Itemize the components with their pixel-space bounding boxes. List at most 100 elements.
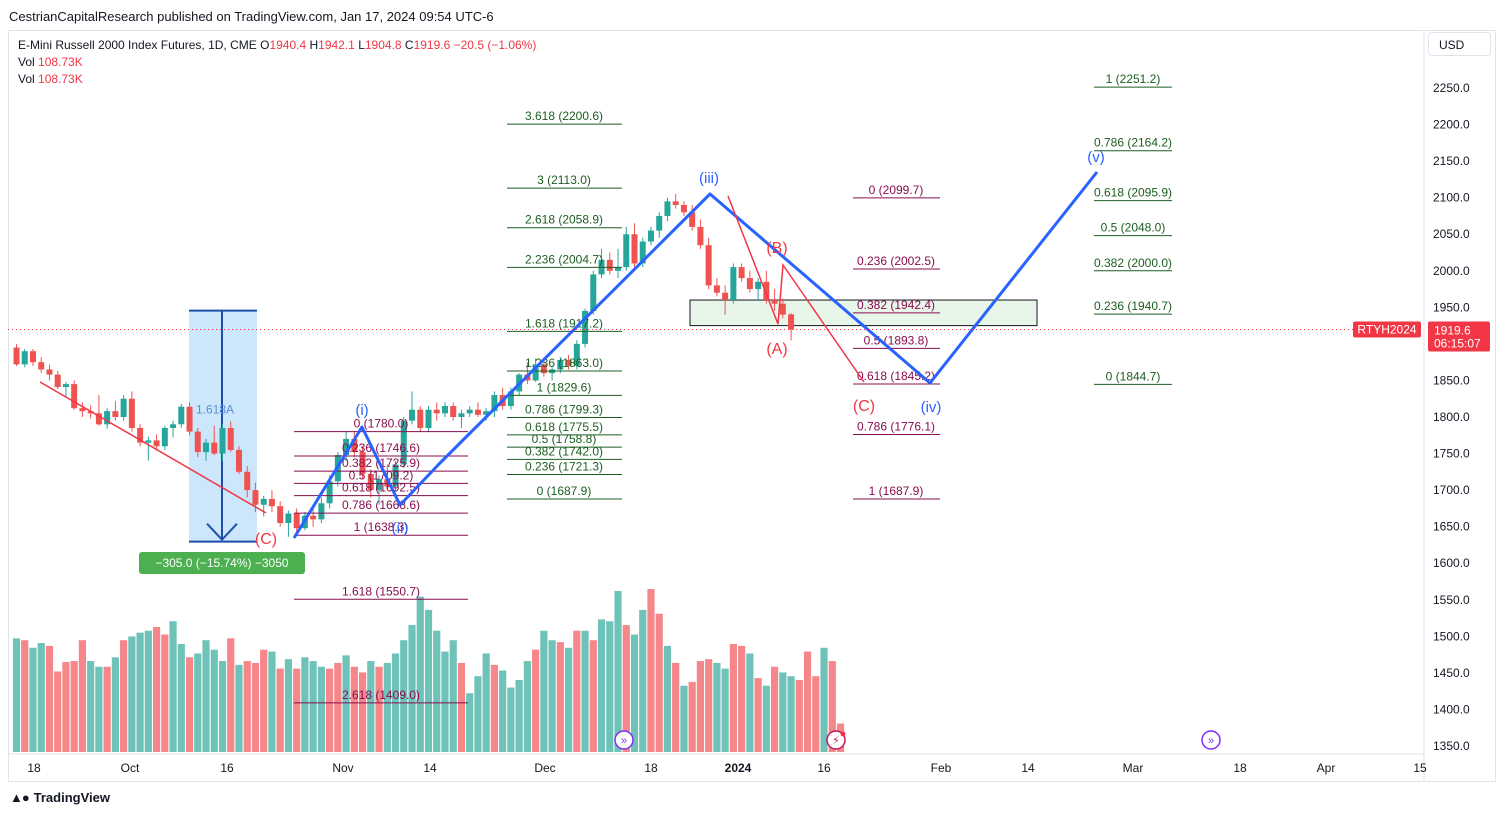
- candle-body: [87, 411, 94, 414]
- candle-body: [178, 406, 185, 425]
- fib-level-label: 1 (1687.9): [869, 484, 924, 498]
- fib-level-label: 0.618 (2095.9): [1094, 186, 1172, 200]
- fib-level-label: 1 (2251.2): [1106, 72, 1161, 86]
- fib-level-label: 0 (1780.0): [354, 417, 409, 431]
- candle-body: [425, 409, 432, 428]
- volume-bar: [532, 649, 540, 752]
- volume-bar: [309, 661, 317, 752]
- volume-label: Vol: [18, 55, 35, 69]
- candle-body: [211, 442, 218, 454]
- candle-body: [71, 384, 78, 409]
- volume-legend-2[interactable]: Vol 108.73K: [18, 71, 536, 88]
- tradingview-logo[interactable]: ▲● TradingView: [10, 790, 110, 805]
- volume-legend-1[interactable]: Vol 108.73K: [18, 54, 536, 71]
- candle-body: [293, 513, 300, 529]
- ohlc-c: C1919.6: [401, 38, 451, 52]
- candle-body: [62, 384, 69, 388]
- candle-body: [227, 427, 234, 450]
- fib-level-label: 0.5 (1758.8): [532, 432, 597, 446]
- ohlc-h: H1942.1: [306, 38, 355, 52]
- volume-bar: [787, 676, 795, 752]
- volume-bar: [581, 630, 589, 752]
- candle-body: [153, 440, 160, 447]
- volume-bar: [556, 642, 564, 752]
- price-tick-label: 2200.0: [1433, 118, 1470, 132]
- candle-body: [631, 234, 638, 264]
- candle-body: [235, 449, 242, 472]
- volume-bar: [812, 676, 820, 752]
- candle-body: [689, 212, 696, 227]
- volume-bar: [803, 651, 812, 752]
- volume-bar: [548, 640, 556, 752]
- candle-body: [400, 420, 407, 465]
- fib-level-label: 2.618 (1409.0): [342, 688, 420, 702]
- volume-bar: [540, 630, 548, 752]
- volume-bar: [705, 659, 713, 752]
- candle-body: [788, 314, 795, 330]
- event-icon-glyph: »: [621, 735, 627, 747]
- candle-body: [656, 215, 663, 231]
- volume-bar: [738, 645, 746, 752]
- currency-button[interactable]: USD: [1428, 32, 1491, 56]
- ohlc-o: O1940.4: [260, 38, 307, 52]
- volume-bar: [433, 630, 441, 752]
- candle-body: [137, 427, 144, 443]
- candle-body: [722, 292, 729, 301]
- volume-bar: [12, 638, 21, 752]
- volume-bar: [342, 655, 350, 752]
- candle-body: [573, 343, 580, 366]
- volume-bar: [564, 647, 573, 752]
- volume-bar: [111, 657, 119, 752]
- candle-body: [170, 424, 177, 428]
- fib-level-label: 0 (1844.7): [1106, 369, 1161, 383]
- time-tick-label: 16: [220, 761, 234, 775]
- volume-bar: [779, 672, 787, 752]
- candle-body: [252, 490, 259, 505]
- candle-body: [713, 285, 720, 293]
- event-icon-glyph: »: [1208, 735, 1214, 747]
- candle-body: [458, 413, 465, 417]
- volume-bar: [260, 649, 268, 752]
- candle-body: [13, 347, 20, 365]
- event-icon: [1201, 730, 1221, 750]
- candle-body: [755, 281, 762, 290]
- chart-frame[interactable]: [8, 30, 1496, 782]
- candle-body: [277, 506, 284, 524]
- volume-bar: [301, 657, 309, 752]
- candle-body: [219, 427, 226, 454]
- candle-body: [738, 267, 745, 279]
- volume-bar: [762, 685, 770, 752]
- volume-bar: [218, 661, 227, 752]
- volume-bar: [441, 651, 449, 752]
- price-tag-countdown: 06:15:07: [1434, 337, 1481, 351]
- volume-bar: [729, 644, 737, 752]
- candle-body: [244, 471, 251, 491]
- measure-badge: [139, 552, 305, 574]
- volume-bar: [54, 671, 62, 752]
- volume-bar: [614, 590, 622, 752]
- wave-label: (v): [1087, 149, 1105, 166]
- time-tick-label: Mar: [1123, 761, 1144, 775]
- symbol-legend[interactable]: E-Mini Russell 2000 Index Futures, 1D, C…: [18, 37, 536, 88]
- time-tick-label: Dec: [534, 761, 555, 775]
- volume-bar: [358, 672, 367, 752]
- fib-level-label: 0.382 (1742.0): [525, 444, 603, 458]
- time-tick-label: Feb: [931, 761, 952, 775]
- price-change: −20.5 (−1.06%): [453, 38, 537, 52]
- earnings-icon-glyph: ⚡: [832, 735, 840, 747]
- price-tick-label: 2150.0: [1433, 154, 1470, 168]
- price-tick-label: 1400.0: [1433, 702, 1470, 716]
- price-tick-label: 1650.0: [1433, 520, 1470, 534]
- candle-body: [417, 409, 424, 428]
- volume-bar: [515, 680, 523, 752]
- fib-level-label: 3.618 (2200.6): [525, 109, 603, 123]
- fib-level-label: 0.382 (2000.0): [1094, 256, 1172, 270]
- price-tick-label: 1950.0: [1433, 300, 1470, 314]
- fib-level-label: 3 (2113.0): [537, 173, 591, 187]
- candle-body: [697, 226, 704, 246]
- volume-bar: [680, 685, 688, 752]
- volume-bar: [828, 661, 836, 752]
- price-tick-label: 2050.0: [1433, 227, 1470, 241]
- fib-level-label: 0.236 (1940.7): [1094, 299, 1172, 313]
